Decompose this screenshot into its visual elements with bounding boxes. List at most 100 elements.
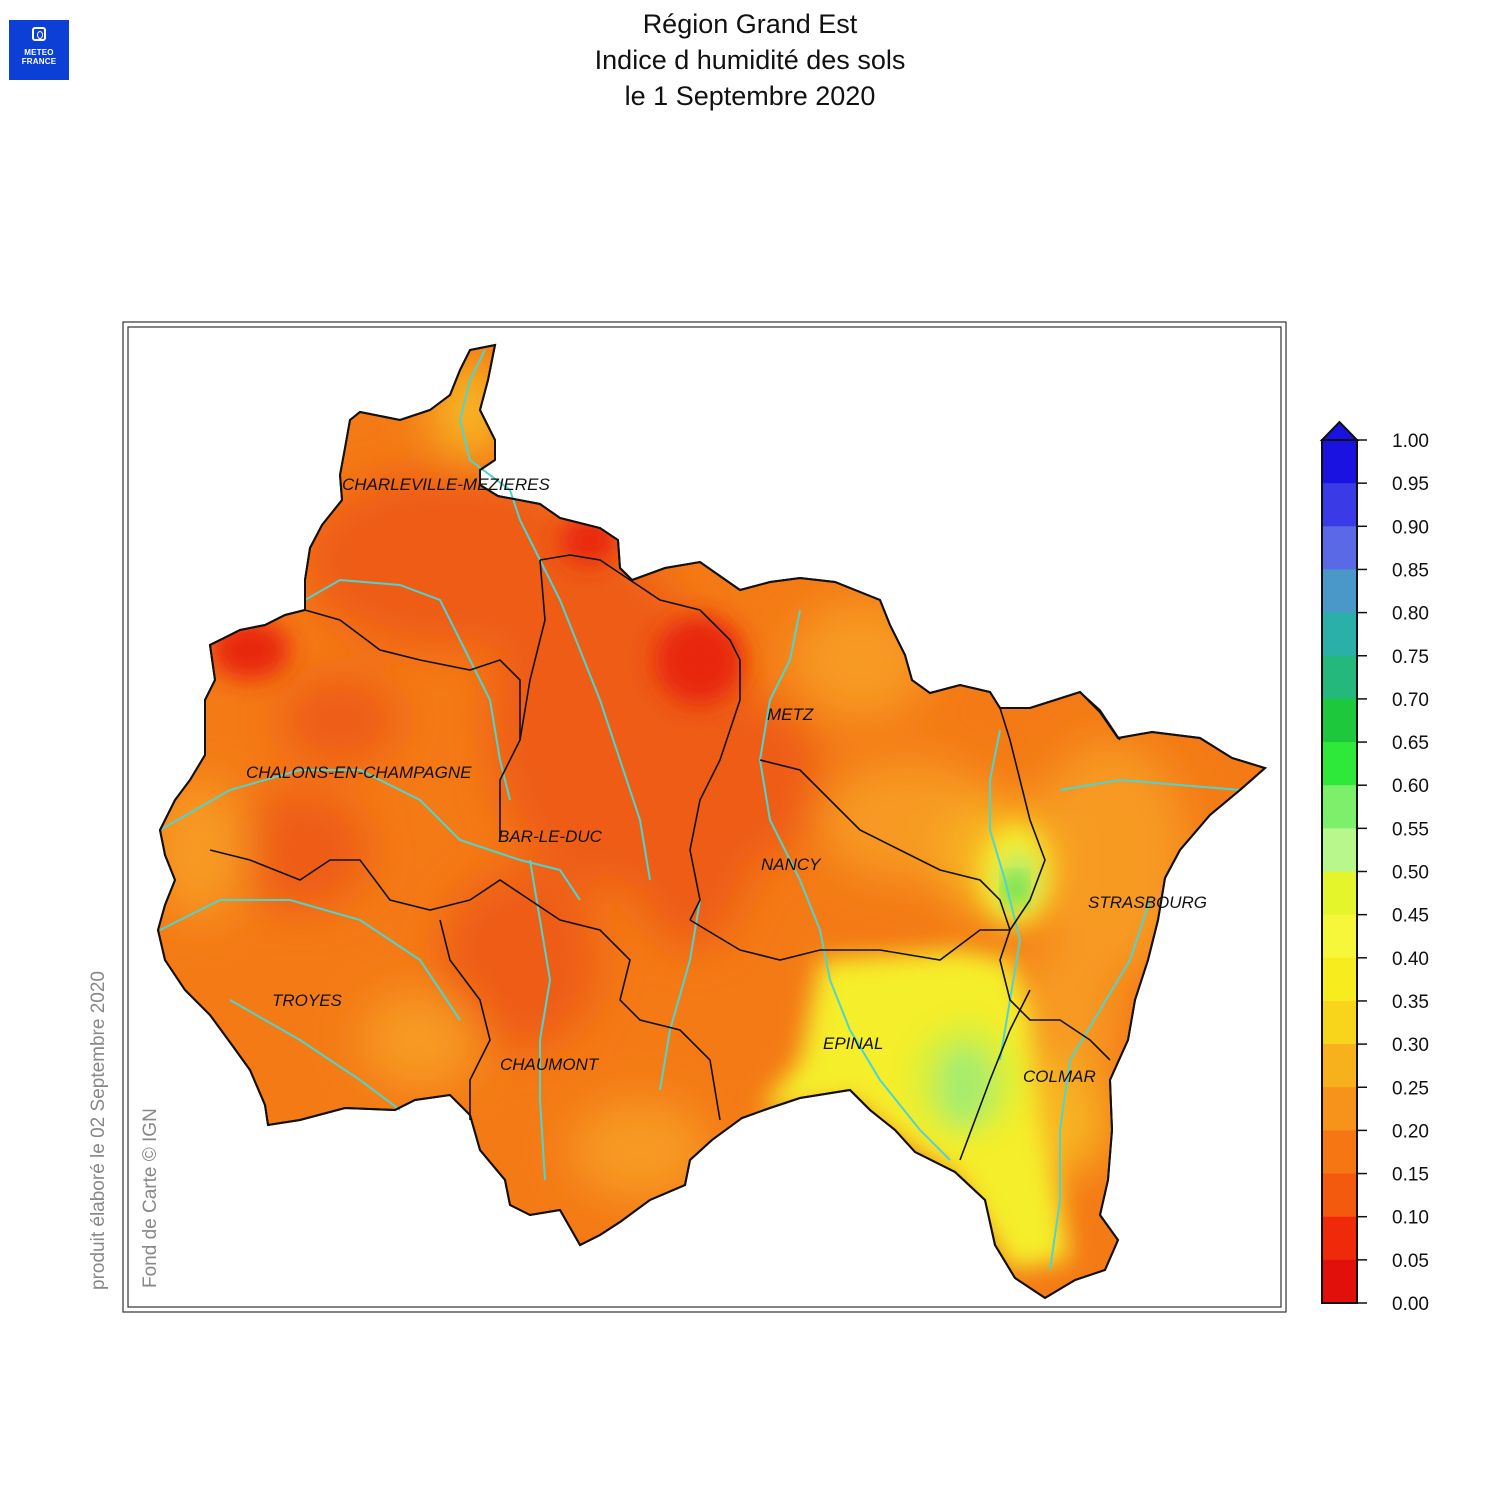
legend-swatch xyxy=(1322,957,1357,1002)
city-label-bar-le-duc: BAR-LE-DUC xyxy=(498,827,603,846)
zone-light-green xyxy=(937,1045,993,1125)
border-mm-vosges xyxy=(689,919,1010,961)
map-frame-inner xyxy=(127,326,1282,1308)
zone-dark-marne xyxy=(280,675,400,765)
legend-label: 0.60 xyxy=(1392,776,1429,797)
map-title: Région Grand Est xyxy=(642,9,858,39)
zone-dark-meurthe xyxy=(700,700,820,860)
border-moselle-bas-rhin xyxy=(999,707,1046,931)
logo-line2: FRANCE xyxy=(21,57,57,66)
zone-light-bas-rhin xyxy=(1030,740,1190,980)
legend-swatch xyxy=(1322,1044,1357,1088)
border-hm-vosges xyxy=(469,879,721,1121)
basemap-credit: Fond de Carte © IGN xyxy=(140,1108,161,1288)
river-ill xyxy=(1049,899,1151,1271)
city-labels: CHARLEVILLE-MEZIERES METZ CHALONS-EN-CHA… xyxy=(246,475,1207,1086)
zone-dark-haute-marne xyxy=(440,870,600,1050)
zone-dark-marne-south xyxy=(230,790,370,910)
city-label-metz: METZ xyxy=(767,705,814,724)
zone-light-pointe xyxy=(430,360,510,460)
border-ardennes-marne xyxy=(304,609,521,840)
legend-swatch xyxy=(1322,612,1357,657)
legend-swatch xyxy=(1322,1000,1357,1045)
border-bas-haut-rhin xyxy=(999,929,1111,1061)
zone-light-west xyxy=(158,780,250,920)
legend-swatch xyxy=(1322,1130,1357,1175)
city-label-chalons: CHALONS-EN-CHAMPAGNE xyxy=(246,763,472,782)
soil-moisture-field xyxy=(158,345,1265,1298)
legend-swatch xyxy=(1322,569,1357,614)
river-seine xyxy=(229,999,401,1111)
produced-date-note: produit élaboré le 02 Septembre 2020 xyxy=(88,970,109,1290)
map-subtitle: Indice d humidité des sols xyxy=(594,45,906,75)
legend-label: 0.05 xyxy=(1392,1251,1429,1272)
legend-swatch xyxy=(1322,828,1357,872)
region-border xyxy=(156,343,1268,1300)
legend-swatch xyxy=(1322,742,1357,786)
border-vosges-haut-rhin xyxy=(959,989,1031,1161)
legend-swatch xyxy=(1322,440,1357,484)
zone-light-aube xyxy=(360,990,480,1090)
border-mm-moselle xyxy=(759,759,1011,931)
river-aisne xyxy=(304,578,511,801)
legend-swatch xyxy=(1322,483,1357,527)
legend-label: 0.35 xyxy=(1392,992,1429,1013)
river-moselle xyxy=(758,609,951,1161)
map-date: le 1 Septembre 2020 xyxy=(624,81,876,111)
meteo-france-logo-icon xyxy=(32,27,46,41)
border-aube-hm xyxy=(439,919,491,1120)
legend-label: 0.65 xyxy=(1392,733,1429,754)
legend-label: 0.55 xyxy=(1392,819,1429,840)
legend-label: 0.95 xyxy=(1392,474,1429,495)
legend-label: 0.00 xyxy=(1392,1294,1429,1315)
meteo-france-logo: METEO FRANCE xyxy=(9,20,69,80)
city-label-troyes: TROYES xyxy=(272,991,343,1010)
legend-swatch xyxy=(1322,1087,1357,1131)
river-madon xyxy=(659,899,701,1091)
legend-swatch xyxy=(1322,785,1357,829)
legend-label: 0.50 xyxy=(1392,863,1429,884)
city-label-strasbourg: STRASBOURG xyxy=(1088,893,1207,912)
legend-colorbar xyxy=(1319,420,1360,1304)
legend-label: 0.80 xyxy=(1392,604,1429,625)
city-label-chaumont: CHAUMONT xyxy=(500,1055,600,1074)
river-north-rhin xyxy=(1059,778,1241,791)
legend-label: 0.70 xyxy=(1392,690,1429,711)
river-marne xyxy=(159,769,581,901)
legend-swatch xyxy=(1322,655,1357,700)
legend-swatch xyxy=(1322,698,1357,743)
city-label-colmar: COLMAR xyxy=(1023,1067,1096,1086)
legend-swatch xyxy=(1322,1173,1357,1218)
legend-swatch xyxy=(1322,1259,1357,1304)
border-meuse-west xyxy=(519,559,546,741)
legend-swatch xyxy=(1322,871,1357,916)
logo-line1: METEO xyxy=(24,48,54,57)
city-label-epinal: EPINAL xyxy=(823,1034,883,1053)
legend-label: 1.00 xyxy=(1392,431,1429,452)
legend-label: 0.45 xyxy=(1392,906,1429,927)
border-marne-aube xyxy=(209,849,471,911)
legend-label: 0.90 xyxy=(1392,517,1429,538)
zone-light-moselle xyxy=(790,600,930,720)
map-frame-outer xyxy=(122,321,1287,1313)
zone-light-south xyxy=(570,1100,710,1200)
legend-label: 0.10 xyxy=(1392,1208,1429,1229)
legend-overflow-arrow xyxy=(1319,420,1360,441)
legend-label: 0.20 xyxy=(1392,1121,1429,1142)
legend-labels: 1.00 0.95 0.90 0.85 0.80 0.75 0.70 0.65 0.60 0.55… xyxy=(1357,431,1429,1315)
legend-swatch xyxy=(1322,526,1357,570)
legend-label: 0.85 xyxy=(1392,560,1429,581)
legend-label: 0.75 xyxy=(1392,647,1429,668)
border-meuse xyxy=(539,554,741,921)
zone-red-meuse-north xyxy=(655,615,745,705)
legend-label: 0.25 xyxy=(1392,1078,1429,1099)
legend-label: 0.40 xyxy=(1392,949,1429,970)
river-aube xyxy=(159,899,461,1021)
zone-red-ardennes xyxy=(560,515,620,565)
river-marne-upper xyxy=(529,859,552,1181)
legend-label: 0.30 xyxy=(1392,1035,1429,1056)
city-label-charleville: CHARLEVILLE-MEZIERES xyxy=(342,475,550,494)
legend-swatch xyxy=(1322,914,1357,959)
legend-label: 0.15 xyxy=(1392,1165,1429,1186)
